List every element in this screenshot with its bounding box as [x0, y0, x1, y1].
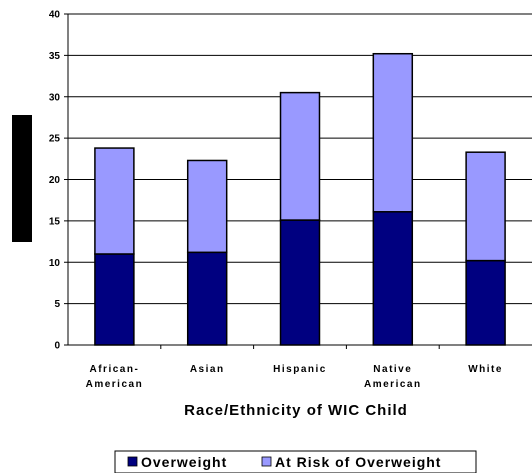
legend-label-at-risk: At Risk of Overweight	[275, 454, 441, 470]
legend-box	[114, 450, 477, 473]
y-tick-label: 40	[49, 10, 61, 21]
x-category-label: African-	[90, 364, 140, 375]
x-axis-title: Race/Ethnicity of WIC Child	[184, 402, 408, 419]
bar-segment-overweight	[372, 211, 414, 346]
bars	[94, 52, 506, 346]
x-category-label: Asian	[190, 364, 225, 375]
y-tick-label: 15	[49, 216, 61, 227]
y-tick-label: 35	[49, 51, 61, 62]
x-category-label: Native	[373, 364, 412, 375]
x-category-label: Hispanic	[273, 364, 327, 375]
y-axis-title-box	[12, 115, 32, 242]
bar-segment-at-risk	[372, 52, 414, 213]
x-category-label: American	[364, 379, 422, 390]
bar-segment-overweight	[186, 251, 228, 346]
legend-label-overweight: Overweight	[141, 454, 227, 470]
y-tick-label: 25	[49, 134, 61, 145]
y-tick-label: 0	[54, 341, 60, 352]
bar-segment-at-risk	[465, 151, 506, 262]
y-tick-label: 30	[49, 92, 61, 103]
x-category-labels: African- American Asian Hispanic Native Ameri…	[86, 345, 503, 390]
legend-swatch-overweight	[127, 456, 138, 467]
y-tick-label: 5	[54, 299, 60, 310]
x-category-label: American	[86, 379, 144, 390]
bar-segment-overweight	[279, 219, 321, 346]
bar-segment-overweight	[94, 253, 135, 346]
y-tick-label: 20	[49, 175, 61, 186]
bar-segment-overweight	[465, 259, 506, 346]
bar-segment-at-risk	[94, 147, 135, 255]
y-tick-label: 10	[49, 258, 61, 269]
legend: Overweight At Risk of Overweight	[114, 450, 477, 473]
legend-swatch-at-risk	[261, 456, 272, 467]
bar-segment-at-risk	[186, 159, 228, 254]
x-category-label: White	[468, 364, 503, 375]
y-tick-labels: 0 5 10 15 20 25 30 35 40	[49, 10, 68, 352]
bar-segment-at-risk	[279, 91, 321, 221]
